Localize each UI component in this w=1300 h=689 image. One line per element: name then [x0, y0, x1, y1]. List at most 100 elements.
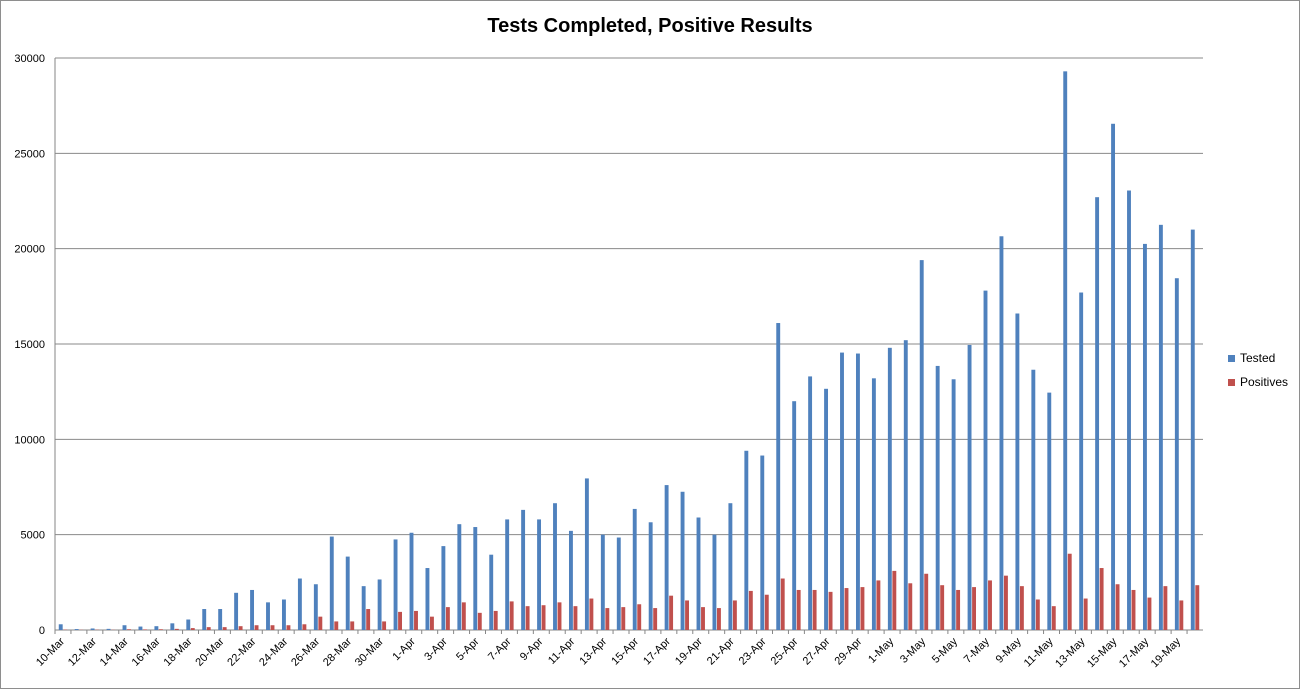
bar-tested — [1079, 292, 1084, 630]
bar-tested — [345, 556, 350, 630]
bar-tested — [521, 509, 526, 630]
bar-positives — [174, 628, 179, 630]
bar-tested — [409, 532, 414, 630]
legend-item-tested: Tested — [1228, 346, 1288, 370]
bar-tested — [202, 609, 207, 630]
bar-positives — [621, 607, 626, 630]
bar-tested — [648, 522, 653, 630]
bar-positives — [238, 626, 243, 630]
bar-positives — [429, 616, 434, 630]
bar-positives — [1003, 575, 1008, 630]
bar-tested — [632, 508, 637, 630]
bar-positives — [972, 587, 977, 630]
bar-positives — [1163, 586, 1168, 630]
x-tick-label: 12-Mar — [66, 635, 99, 668]
bar-tested — [696, 517, 701, 630]
bar-tested — [1047, 392, 1052, 630]
bar-positives — [701, 607, 705, 630]
bar-tested — [680, 491, 685, 630]
bar-positives — [158, 629, 163, 630]
x-tick-label: 1-Apr — [390, 635, 418, 663]
bar-positives — [796, 589, 801, 630]
bar-positives — [1115, 584, 1120, 630]
bar-tested — [329, 536, 334, 630]
bar-positives — [764, 594, 769, 630]
x-tick-label: 17-May — [1117, 635, 1152, 670]
bar-positives — [844, 588, 849, 630]
bar-positives — [956, 589, 961, 630]
bar-tested — [808, 376, 813, 630]
bar-tested — [138, 626, 143, 630]
bar-tested — [297, 578, 302, 630]
legend-swatch-tested — [1228, 354, 1235, 362]
bar-tested — [377, 579, 382, 630]
bar-tested — [967, 344, 972, 630]
x-tick-label: 7-May — [962, 635, 992, 665]
x-tick-label: 16-Mar — [130, 635, 163, 668]
bar-tested — [935, 365, 940, 630]
bar-tested — [983, 290, 988, 630]
bar-tested — [840, 352, 844, 630]
bar-tested — [250, 589, 255, 630]
bar-tested — [1095, 197, 1100, 631]
x-tick-label: 25-Apr — [769, 635, 801, 667]
bar-positives — [286, 625, 291, 630]
bar-positives — [812, 589, 817, 630]
bar-positives — [1099, 568, 1104, 630]
bar-positives — [860, 587, 865, 630]
bar-positives — [1083, 598, 1088, 630]
bar-tested — [186, 619, 191, 630]
x-tick-label: 19-Apr — [673, 635, 705, 667]
bar-tested — [505, 519, 510, 630]
bar-tested — [234, 592, 239, 630]
x-tick-label: 3-Apr — [422, 635, 450, 663]
bar-tested — [903, 340, 908, 630]
bar-tested — [457, 524, 462, 630]
bar-positives — [589, 598, 594, 630]
bar-positives — [828, 591, 833, 630]
bar-tested — [616, 537, 621, 630]
bar-tested — [553, 503, 557, 630]
x-tick-label: 13-Apr — [577, 635, 609, 667]
bar-tested — [1127, 190, 1131, 630]
bar-positives — [477, 612, 482, 630]
bar-tested — [1190, 229, 1195, 630]
bar-positives — [414, 610, 418, 630]
x-tick-label: 29-Apr — [832, 635, 864, 667]
bar-positives — [190, 628, 195, 630]
bar-positives — [892, 570, 897, 630]
chart-title: Tests Completed, Positive Results — [487, 15, 813, 37]
bar-tested — [664, 485, 669, 630]
bar-tested — [313, 584, 318, 630]
bar-tested — [1111, 123, 1116, 630]
x-tick-label: 9-Apr — [518, 635, 546, 663]
legend-label-positives: Positives — [1240, 375, 1289, 389]
x-tick-label: 11-May — [1022, 635, 1056, 669]
bar-positives — [493, 610, 498, 630]
bar-tested — [170, 623, 175, 630]
bar-positives — [270, 625, 275, 630]
bar-tested — [1031, 369, 1036, 630]
legend: Tested Positives — [1228, 346, 1288, 394]
bar-positives — [605, 608, 610, 630]
bar-positives — [924, 573, 929, 630]
x-tick-label: 10-Mar — [34, 635, 67, 668]
bar-positives — [509, 601, 514, 630]
bar-tested — [266, 602, 270, 630]
bar-tested — [792, 401, 797, 630]
bar-tested — [871, 378, 876, 630]
bar-tested — [74, 629, 79, 630]
y-tick-label: 0 — [39, 625, 45, 637]
x-tick-label: 26-Mar — [289, 635, 322, 668]
bar-positives — [732, 600, 737, 630]
bar-tested — [393, 539, 398, 630]
bar-positives — [254, 625, 259, 630]
bar-positives — [1035, 599, 1040, 630]
bar-tested — [776, 323, 781, 630]
bar-tested — [281, 599, 286, 630]
x-tick-label: 18-Mar — [162, 635, 195, 668]
legend-label-tested: Tested — [1240, 351, 1276, 365]
x-tick-label: 15-May — [1085, 635, 1120, 670]
bar-tested — [361, 586, 366, 630]
